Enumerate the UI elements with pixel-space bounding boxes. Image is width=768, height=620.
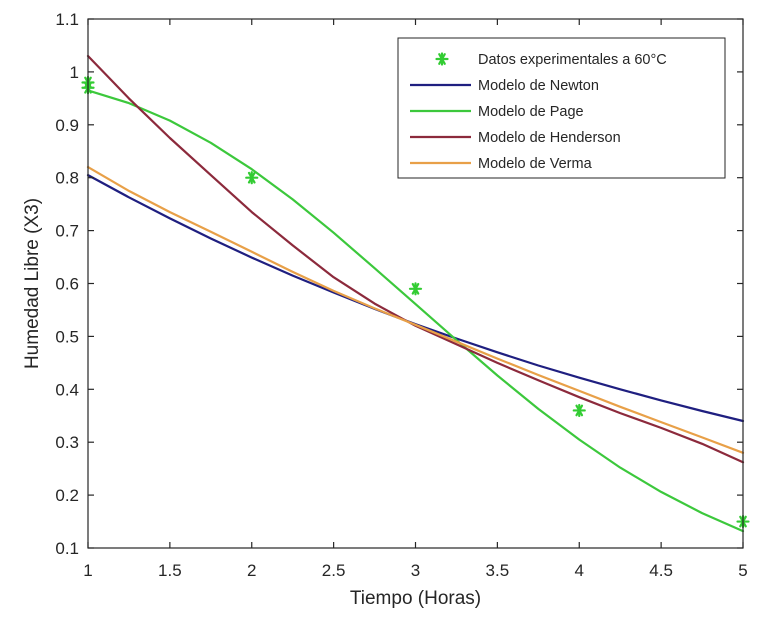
data-point [572, 403, 586, 418]
x-axis-label: Tiempo (Horas) [350, 588, 481, 609]
axes-layer: 1 1.5 2 2.5 3 3.5 4 4.5 5 0.1 0.2 0.3 0.4 0.5 0.6 0.7 0.… [55, 10, 747, 580]
x-tick-label: 1.5 [158, 561, 182, 580]
legend-entry: Modelo de Verma [410, 156, 593, 172]
x-tick-label: 2 [247, 561, 256, 580]
legend-label: Modelo de Page [478, 104, 584, 120]
y-tick-label: 1.1 [55, 10, 79, 29]
legend-label: Modelo de Newton [478, 78, 599, 94]
x-tick-label: 4 [575, 561, 584, 580]
legend-box [397, 37, 726, 179]
y-axis-label: Humedad Libre (X3) [22, 198, 43, 369]
y-tick-label: 0.5 [55, 327, 79, 346]
y-tick-label: 0.6 [55, 275, 79, 294]
legend-label: Modelo de Henderson [478, 130, 621, 146]
series-line-2 [86, 89, 745, 533]
y-tick-label: 1 [70, 63, 79, 82]
x-tick-label: 1 [83, 561, 92, 580]
y-tick-label: 0.2 [55, 486, 79, 505]
y-tick-label: 0.8 [55, 169, 79, 188]
y-tick-label: 0.7 [55, 222, 79, 241]
x-tick-label: 2.5 [322, 561, 346, 580]
legend: Datos experimentales a 60°C Modelo de New… [397, 37, 726, 179]
legend-entry: Datos experimentales a 60°C [435, 52, 667, 68]
x-tick-label: 4.5 [649, 561, 673, 580]
data-point [408, 282, 423, 296]
x-tick-label: 3.5 [486, 561, 510, 580]
y-tick-label: 0.1 [55, 539, 79, 558]
data-point [245, 171, 259, 185]
y-tick-label: 0.3 [55, 433, 79, 452]
y-tick-label: 0.9 [55, 116, 79, 135]
legend-label: Modelo de Verma [478, 156, 593, 172]
legend-entry: Modelo de Newton [410, 78, 599, 94]
legend-marker [435, 52, 449, 66]
legend-label: Datos experimentales a 60°C [478, 52, 667, 68]
x-tick-label: 5 [738, 561, 747, 580]
x-tick-label: 3 [411, 561, 420, 580]
legend-entry: Modelo de Page [410, 104, 584, 120]
y-tick-label: 0.4 [55, 380, 79, 399]
legend-entry: Modelo de Henderson [410, 130, 621, 146]
series-line-4 [86, 166, 745, 454]
